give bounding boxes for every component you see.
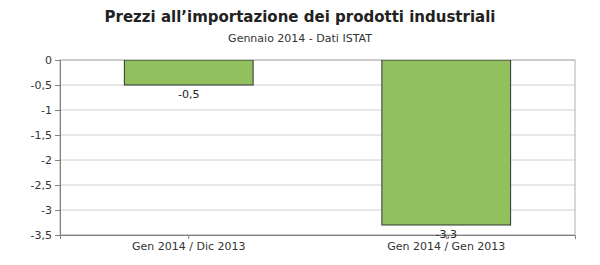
y-tick-label: 0	[45, 54, 52, 67]
x-tick-label: Gen 2014 / Gen 2013	[387, 240, 505, 253]
y-tick-label: -3,5	[31, 229, 52, 242]
y-tick-mark	[55, 160, 60, 161]
chart: Prezzi all’importazione dei prodotti ind…	[0, 0, 600, 265]
y-tick-label: -1	[41, 104, 52, 117]
x-axis-line	[61, 236, 576, 240]
y-tick-mark	[55, 60, 60, 61]
x-tick-label: Gen 2014 / Dic 2013	[132, 240, 246, 253]
y-tick: -3,5	[31, 229, 60, 242]
plot: 0 -0,5 -1 -1,5 -2 -2,5 -3 -3,5 Gen 2014 / Dic 20…	[31, 54, 576, 253]
title: Prezzi all’importazione dei prodotti ind…	[105, 8, 496, 26]
bar	[382, 60, 511, 225]
y-tick: -1,5	[31, 129, 60, 142]
x-tick-mark	[188, 235, 189, 239]
y-tick: 0	[45, 54, 60, 67]
y-tick-label: -2	[41, 154, 52, 167]
y-tick-mark	[55, 185, 60, 186]
y-tick-label: -2,5	[31, 179, 52, 192]
data-label: -3,3	[436, 228, 457, 241]
y-tick: -2,5	[31, 179, 60, 192]
bars	[124, 60, 510, 225]
grid	[60, 60, 575, 235]
y-tick-mark	[55, 210, 60, 211]
y-tick: -2	[41, 154, 60, 167]
plot-frame	[60, 60, 575, 235]
subtitle: Gennaio 2014 - Dati ISTAT	[228, 32, 372, 45]
data-label: -0,5	[178, 88, 199, 101]
y-axis: 0 -0,5 -1 -1,5 -2 -2,5 -3 -3,5	[31, 54, 61, 242]
y-tick-mark	[55, 235, 60, 236]
y-tick: -1	[41, 104, 60, 117]
x-axis: Gen 2014 / Dic 2013 Gen 2014 / Gen 2013	[61, 235, 576, 253]
y-tick: -0,5	[31, 79, 60, 92]
y-tick-label: -0,5	[31, 79, 52, 92]
y-tick-mark	[55, 110, 60, 111]
y-axis-line	[55, 61, 61, 236]
y-tick: -3	[41, 204, 60, 217]
y-tick-mark	[55, 85, 60, 86]
data-labels: -0,5 -3,3	[178, 88, 457, 241]
y-tick-label: -3	[41, 204, 52, 217]
y-tick-label: -1,5	[31, 129, 52, 142]
bar	[124, 60, 253, 85]
x-tick: Gen 2014 / Dic 2013	[132, 235, 246, 253]
y-tick-mark	[55, 135, 60, 136]
